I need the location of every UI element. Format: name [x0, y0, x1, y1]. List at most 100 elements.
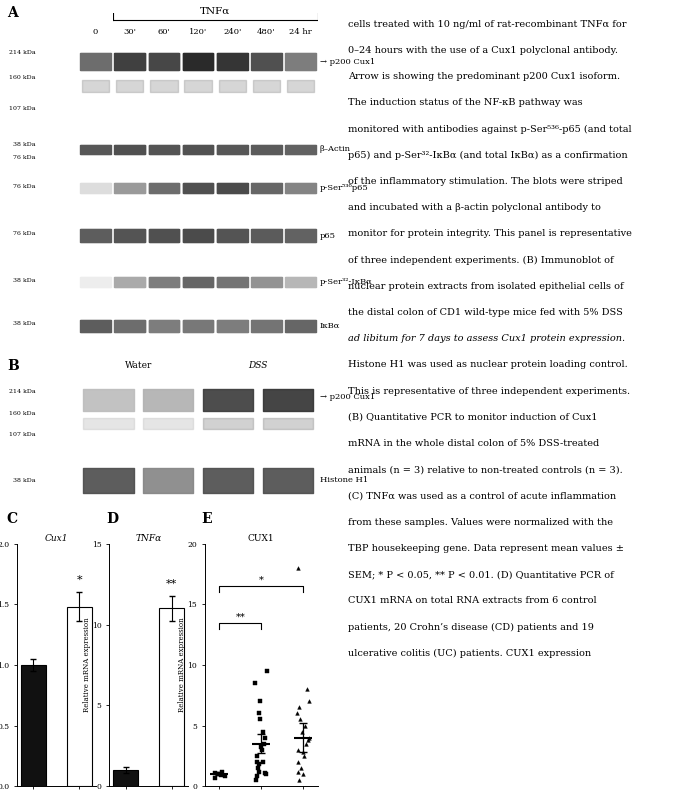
Text: 240': 240'	[223, 28, 241, 36]
Point	[212, 768, 223, 781]
Text: ad libitum for 7 days to assess Cux1 protein expression.: ad libitum for 7 days to assess Cux1 pro…	[348, 334, 626, 343]
Point	[292, 707, 303, 719]
Text: **: **	[236, 612, 245, 622]
Text: 0: 0	[93, 28, 98, 36]
Text: from these samples. Values were normalized with the: from these samples. Values were normaliz…	[348, 518, 613, 526]
Text: 480': 480'	[257, 28, 276, 36]
Text: (C) TNFα was used as a control of acute inflammation: (C) TNFα was used as a control of acute …	[348, 491, 617, 500]
Point	[255, 741, 266, 754]
Point	[298, 768, 309, 781]
Text: p65: p65	[320, 232, 335, 240]
Point	[253, 758, 264, 771]
Text: p-Ser³²-IκBα: p-Ser³²-IκBα	[320, 279, 372, 287]
Point	[304, 695, 315, 707]
Text: nuclear protein extracts from isolated epithelial cells of: nuclear protein extracts from isolated e…	[348, 282, 624, 291]
Point	[262, 665, 273, 677]
Point	[210, 771, 221, 784]
Text: B: B	[7, 359, 18, 373]
Text: 38 kDa: 38 kDa	[13, 142, 36, 147]
Point	[256, 743, 267, 756]
Text: The induction status of the NF-κB pathway was: The induction status of the NF-κB pathwa…	[348, 98, 583, 107]
Text: p-Ser⁵³⁶p65: p-Ser⁵³⁶p65	[320, 184, 368, 192]
Text: 214 kDa: 214 kDa	[9, 50, 36, 55]
Text: CUX1 mRNA on total RNA extracts from 6 control: CUX1 mRNA on total RNA extracts from 6 c…	[348, 596, 597, 605]
Text: *: *	[76, 575, 82, 585]
Y-axis label: Relative mRNA expression: Relative mRNA expression	[83, 618, 91, 712]
Text: β–Actin: β–Actin	[320, 145, 350, 153]
Text: 60': 60'	[158, 28, 170, 36]
Point	[260, 768, 271, 781]
Point	[253, 707, 264, 719]
Point	[292, 743, 303, 756]
Text: → p200 Cux1: → p200 Cux1	[320, 58, 375, 66]
Text: This is representative of three independent experiments.: This is representative of three independ…	[348, 387, 630, 395]
Point	[250, 676, 261, 689]
Point	[257, 756, 268, 769]
Title: Cux1: Cux1	[44, 534, 68, 543]
Text: 76 kDa: 76 kDa	[13, 155, 36, 160]
Text: monitored with antibodies against p-Ser⁵³⁶-p65 (and total: monitored with antibodies against p-Ser⁵…	[348, 125, 632, 133]
Point	[303, 731, 314, 744]
Text: DSS: DSS	[248, 361, 268, 370]
Text: cells treated with 10 ng/ml of rat-recombinant TNFα for: cells treated with 10 ng/ml of rat-recom…	[348, 20, 627, 29]
Point	[252, 750, 263, 762]
Text: 38 kDa: 38 kDa	[13, 278, 36, 283]
Point	[260, 731, 271, 744]
Point	[258, 738, 269, 750]
Point	[293, 765, 304, 778]
Bar	[159, 608, 184, 786]
Point	[292, 562, 303, 575]
Point	[299, 750, 310, 762]
Point	[294, 701, 305, 714]
Text: 30': 30'	[123, 28, 137, 36]
Point	[252, 761, 263, 774]
Point	[251, 756, 262, 769]
Point	[250, 773, 261, 786]
Text: animals (n = 3) relative to non-treated controls (n = 3).: animals (n = 3) relative to non-treated …	[348, 465, 623, 474]
Text: 160 kDa: 160 kDa	[9, 410, 36, 415]
Text: mRNA in the whole distal colon of 5% DSS-treated: mRNA in the whole distal colon of 5% DSS…	[348, 439, 600, 448]
Text: 0–24 hours with the use of a Cux1 polyclonal antibody.: 0–24 hours with the use of a Cux1 polycl…	[348, 46, 618, 55]
Text: of the inflammatory stimulation. The blots were striped: of the inflammatory stimulation. The blo…	[348, 177, 623, 186]
Point	[297, 725, 308, 738]
Text: monitor for protein integrity. This panel is representative: monitor for protein integrity. This pane…	[348, 229, 632, 238]
Point	[303, 734, 314, 746]
Bar	[20, 665, 46, 786]
Text: 76 kDa: 76 kDa	[13, 184, 36, 189]
Point	[260, 766, 270, 779]
Point	[293, 756, 304, 769]
Text: Water: Water	[124, 361, 152, 370]
Text: 214 kDa: 214 kDa	[9, 389, 36, 394]
Point	[253, 765, 264, 778]
Text: → p200 Cux1: → p200 Cux1	[320, 392, 375, 401]
Text: 38 kDa: 38 kDa	[13, 322, 36, 326]
Text: E: E	[201, 512, 212, 526]
Point	[295, 761, 306, 774]
Point	[210, 766, 221, 779]
Point	[300, 738, 311, 750]
Point	[298, 746, 309, 758]
Point	[302, 683, 313, 696]
Point	[255, 713, 266, 726]
Text: 107 kDa: 107 kDa	[9, 432, 36, 437]
Text: p65) and p-Ser³²-IκBα (and total IκBα) as a confirmation: p65) and p-Ser³²-IκBα (and total IκBα) a…	[348, 151, 628, 160]
Point	[217, 765, 227, 778]
Text: A: A	[7, 6, 18, 20]
Text: *: *	[259, 576, 264, 585]
Point	[215, 769, 226, 781]
Text: TBP housekeeping gene. Data represent mean values ±: TBP housekeeping gene. Data represent me…	[348, 544, 624, 553]
Text: 38 kDa: 38 kDa	[13, 478, 36, 483]
Point	[257, 725, 268, 738]
Title: TNFα: TNFα	[135, 534, 162, 543]
Point	[299, 719, 310, 732]
Point	[294, 773, 305, 786]
Point	[252, 770, 263, 783]
Bar	[67, 607, 92, 786]
Y-axis label: Relative mRNA expression: Relative mRNA expression	[178, 618, 186, 712]
Text: 107 kDa: 107 kDa	[9, 106, 36, 111]
Text: 24 hr: 24 hr	[289, 28, 312, 36]
Text: Histone H1 was used as nuclear protein loading control.: Histone H1 was used as nuclear protein l…	[348, 360, 628, 369]
Text: 120': 120'	[189, 28, 207, 36]
Text: 160 kDa: 160 kDa	[9, 75, 36, 80]
Text: TNFα: TNFα	[200, 6, 230, 15]
